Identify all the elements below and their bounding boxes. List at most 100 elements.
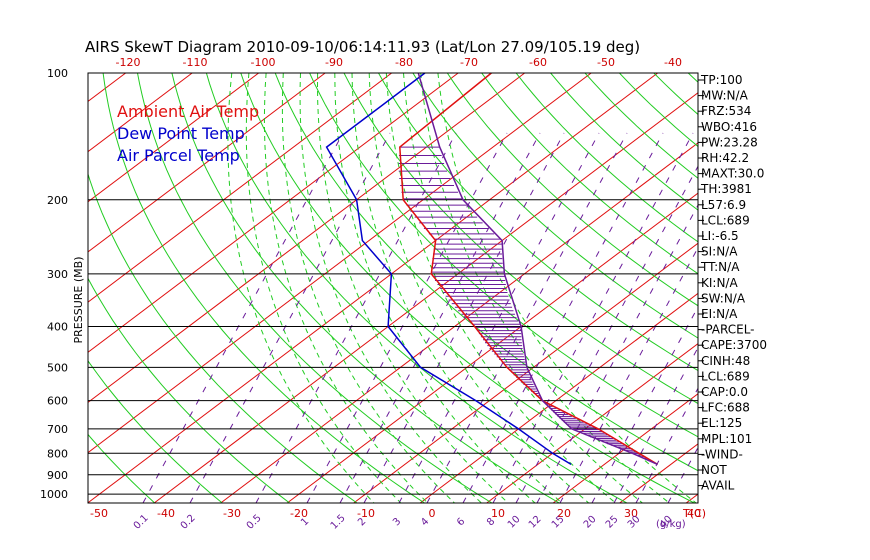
bottom-temp-tick-label: -30 <box>223 507 241 520</box>
mixing-ratio-line <box>536 204 698 503</box>
index-label: LCL:689 <box>701 213 750 227</box>
index-label: SW:N/A <box>701 291 746 305</box>
moist-adiabat-line <box>334 73 536 503</box>
mixing-ratio-tick-label: 25 <box>604 514 621 531</box>
index-label: L57:6.9 <box>701 198 746 212</box>
index-label: SI:N/A <box>701 245 738 259</box>
mixing-axis-label: (g/kg) <box>656 519 686 530</box>
mixing-ratio-tick-label: 12 <box>527 514 544 531</box>
moist-adiabat-line <box>368 73 590 503</box>
dry-adiabat-line <box>515 73 698 243</box>
moist-adiabat-line <box>437 73 697 503</box>
isotherm-line <box>353 242 698 503</box>
top-temp-tick-label: -120 <box>116 56 141 69</box>
index-label: LCL:689 <box>701 369 750 383</box>
isotherm-line <box>88 73 459 353</box>
series-line-dew-point-temp <box>325 72 572 466</box>
top-temp-tick-label: -100 <box>251 56 276 69</box>
index-label: EL:125 <box>701 416 742 430</box>
index-label: MAXT:30.0 <box>701 167 764 181</box>
isotherm-line <box>286 192 698 503</box>
dry-adiabat-line <box>88 277 290 503</box>
isotherm-line <box>88 73 658 503</box>
mixing-ratio-line <box>363 132 565 503</box>
isotherm-line <box>88 73 592 454</box>
isotherm-line <box>552 393 698 503</box>
dry-adiabat-line <box>171 73 560 503</box>
moist-adiabat-line <box>385 73 616 503</box>
index-label: WBO:416 <box>701 120 757 134</box>
index-label: AVAIL <box>701 479 735 493</box>
index-label: KI:N/A <box>701 276 738 290</box>
legend-entry: Air Parcel Temp <box>117 146 240 165</box>
dry-adiabat-line <box>792 73 870 503</box>
pressure-tick-label: 1000 <box>40 488 68 501</box>
isotherm-line <box>819 73 870 503</box>
mixing-ratio-tick-label: 1.5 <box>329 513 348 532</box>
mixing-ratio-tick-label: 20 <box>582 514 599 531</box>
dry-adiabat-line <box>274 73 698 472</box>
series-line-air-parcel-temp <box>417 72 658 466</box>
top-temp-tick-label: -110 <box>183 56 208 69</box>
moist-adiabat-line <box>227 73 375 503</box>
index-label: RH:42.2 <box>701 151 749 165</box>
y-axis-label: PRESSURE (MB) <box>72 257 85 344</box>
dry-adiabat-line <box>205 73 628 503</box>
dry-adiabat-line <box>378 73 698 372</box>
index-label: MPL:101 <box>701 432 752 446</box>
moist-adiabat-line <box>263 73 429 503</box>
index-label: TP:100 <box>700 73 743 87</box>
bottom-temp-tick-label: -40 <box>157 507 175 520</box>
bottom-temp-tick-label: -20 <box>290 507 308 520</box>
bottom-temp-tick-label: 30 <box>624 507 638 520</box>
index-label: NOT <box>701 463 727 477</box>
index-label: -WIND- <box>701 447 743 461</box>
index-label: CAP:0.0 <box>701 385 748 399</box>
moist-adiabat-line <box>299 73 482 503</box>
index-label: PW:23.28 <box>701 135 758 149</box>
moist-adiabat-line <box>316 73 509 503</box>
bottom-temp-tick-label: 20 <box>557 507 571 520</box>
dry-adiabat-line <box>584 73 698 179</box>
legend: Ambient Air Temp Dew Point Temp Air Parcel… <box>117 102 259 165</box>
dry-adiabat-line <box>757 73 870 503</box>
mixing-ratio-tick-label: 0.2 <box>179 513 198 532</box>
mixing-ratio-tick-label: 1 <box>299 516 311 528</box>
index-label: CAPE:3700 <box>701 338 767 352</box>
pressure-tick-label: 400 <box>47 321 68 334</box>
index-label: LI:-6.5 <box>701 229 739 243</box>
mixing-ratio-line <box>613 346 698 503</box>
top-temp-tick-label: -50 <box>597 56 615 69</box>
isotherm-line <box>753 73 870 503</box>
top-temp-tick-label: -40 <box>664 56 682 69</box>
isotherm-line <box>0 73 59 503</box>
mixing-ratio-line <box>142 132 344 503</box>
bottom-temp-tick-label: 0 <box>429 507 436 520</box>
index-label: TH:3981 <box>700 182 752 196</box>
index-label: CINH:48 <box>701 354 750 368</box>
mixing-ratio-tick-label: 3 <box>391 516 403 528</box>
dry-adiabat-line <box>481 73 698 275</box>
bottom-temp-tick-label: -50 <box>90 507 108 520</box>
mixing-ratio-line <box>635 387 698 503</box>
bottom-temp-tick-label: -10 <box>357 507 375 520</box>
mixing-ratio-tick-label: 0.5 <box>245 513 264 532</box>
index-label: -PARCEL- <box>701 323 755 337</box>
pressure-tick-label: 300 <box>47 268 68 281</box>
legend-entry: Ambient Air Temp <box>117 102 259 121</box>
isotherm-line <box>153 92 698 503</box>
temp-axis-label: T(C) <box>682 507 706 520</box>
index-label: FRZ:534 <box>701 104 751 118</box>
moist-adiabat-line <box>420 73 670 503</box>
mixing-ratio-tick-label: 10 <box>506 514 523 531</box>
dry-adiabat-line <box>860 73 870 503</box>
mixing-ratio-line <box>462 132 664 503</box>
dry-adiabat-line <box>826 73 870 503</box>
mixing-ratio-line <box>339 132 541 503</box>
cape-hatching <box>398 146 650 461</box>
dry-adiabat-line <box>240 73 695 503</box>
mixing-ratio-line <box>559 246 698 503</box>
isotherm-line <box>88 73 259 203</box>
index-label: EI:N/A <box>701 307 738 321</box>
series-line-ambient-air-temp <box>399 72 658 466</box>
